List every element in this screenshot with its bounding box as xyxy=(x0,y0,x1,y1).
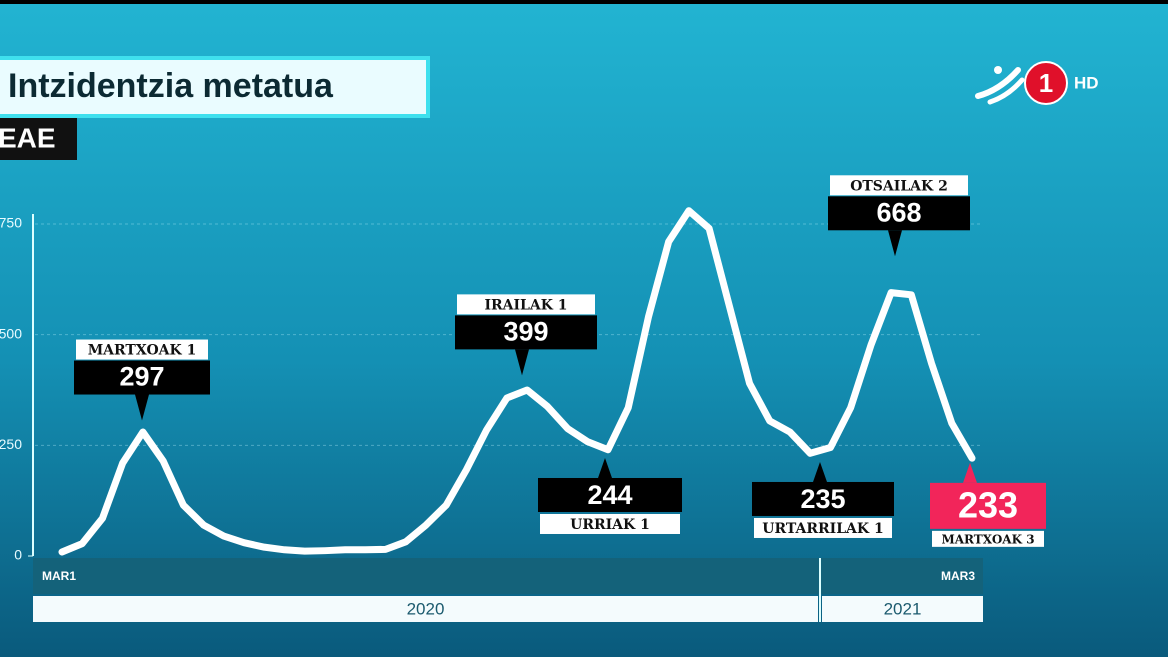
callout-label-box xyxy=(76,339,208,360)
x-tick-label: MAR1 xyxy=(42,569,76,583)
callout-pointer xyxy=(598,457,612,478)
callout-value: 297 xyxy=(119,362,164,392)
callout-pointer xyxy=(135,394,149,421)
y-tick-label: 0 xyxy=(14,547,22,563)
callout-label: MARTXOAK 1 xyxy=(88,343,197,359)
callout-value-box xyxy=(455,315,597,350)
subtitle-box xyxy=(0,118,77,160)
year-label: 2021 xyxy=(884,599,922,618)
logo-label: HD xyxy=(1074,73,1099,92)
callout-label: IRAILAK 1 xyxy=(484,297,567,313)
callout-value: 244 xyxy=(587,480,632,510)
callout-value: 399 xyxy=(503,317,548,347)
callout-value: 233 xyxy=(958,484,1018,525)
callout-value: 668 xyxy=(876,197,921,227)
year-box xyxy=(822,596,983,622)
logo-channel: 1 xyxy=(1039,68,1053,98)
y-tick-label: 250 xyxy=(0,436,22,452)
callout-label-box xyxy=(540,513,680,534)
line xyxy=(58,207,976,556)
callout-value-box xyxy=(74,360,210,395)
logo-swoosh xyxy=(975,67,1021,99)
callout-pointer xyxy=(515,349,529,376)
year-label: 2020 xyxy=(407,599,445,618)
year-box xyxy=(33,596,818,622)
callout-label: URRIAK 1 xyxy=(570,517,650,533)
callout-value-box xyxy=(828,196,970,231)
callout-pointer xyxy=(813,461,827,482)
top-strip xyxy=(0,0,1168,4)
y-tick-label: 500 xyxy=(0,325,22,341)
callout-value: 235 xyxy=(800,484,845,514)
logo-swoosh xyxy=(987,77,1025,105)
x-band xyxy=(33,558,983,594)
callout-label-box xyxy=(457,294,595,315)
callout-pointer xyxy=(963,462,977,483)
x-tick-label: MAR3 xyxy=(941,569,975,583)
chart-title: Intzidentzia metatua xyxy=(8,67,334,105)
callout-label: OTSAILAK 2 xyxy=(850,178,948,194)
callout-label-box xyxy=(754,517,892,538)
callout-value-box xyxy=(930,482,1046,529)
subtitle: EAE xyxy=(0,122,56,153)
callout-label-box xyxy=(830,175,968,196)
callout-label: URTARRILAK 1 xyxy=(762,521,883,537)
callout-pointer xyxy=(888,230,902,257)
y-tick-label: 750 xyxy=(0,215,22,231)
title-box xyxy=(0,56,430,118)
logo-circle xyxy=(1024,61,1068,105)
logo: 1 HD xyxy=(975,61,1099,105)
callout-value-box xyxy=(752,481,894,516)
callout-label-box xyxy=(932,530,1044,547)
callout-value-box xyxy=(538,477,682,512)
logo-dot xyxy=(994,66,1002,74)
callout-label: MARTXOAK 3 xyxy=(941,532,1034,546)
